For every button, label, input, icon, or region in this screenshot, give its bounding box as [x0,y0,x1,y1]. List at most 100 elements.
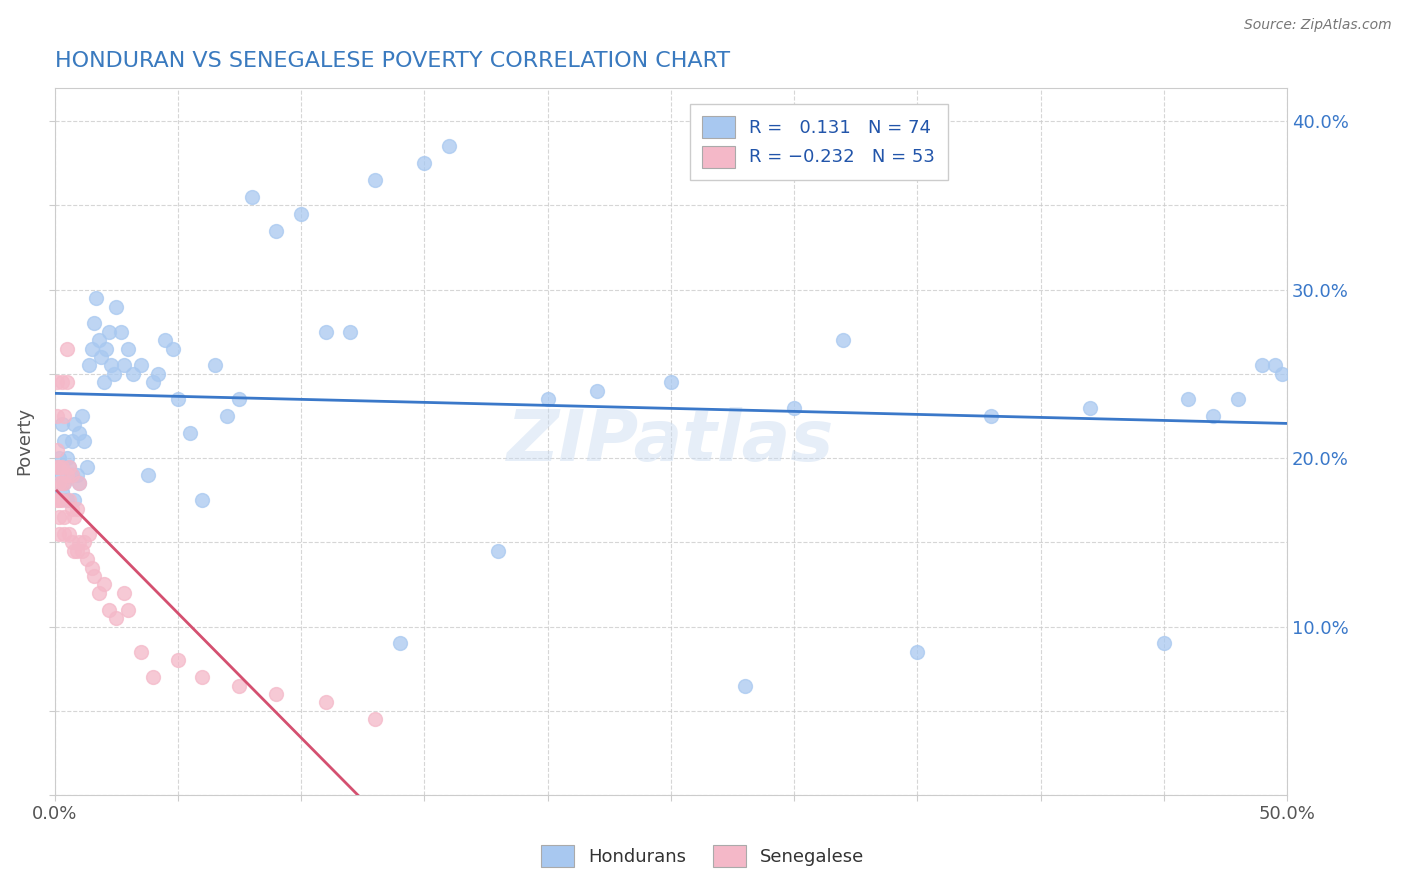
Point [980,409,1002,423]
Point [80,560,103,574]
Point [77,359,100,373]
Point [56,493,79,508]
Point [46,409,69,423]
Point [56,376,79,390]
Point [162,342,184,356]
Point [1202,409,1225,423]
Point [76,459,98,474]
Point [1153,636,1175,650]
Point [93,376,115,390]
Point [191,670,214,684]
Point [1078,401,1101,415]
Point [63,543,86,558]
Point [486,543,509,558]
Point [46,493,69,508]
Point [97,325,120,339]
Point [204,359,226,373]
Point [734,679,756,693]
Point [122,367,145,381]
Point [240,190,263,204]
Point [70,409,93,423]
Point [56,342,79,356]
Point [46,376,69,390]
Point [105,611,128,625]
Point [112,586,135,600]
Point [142,670,165,684]
Point [146,367,169,381]
Point [105,300,128,314]
Point [413,156,436,170]
Point [315,325,337,339]
Point [80,342,103,356]
Point [46,459,69,474]
Point [129,645,152,659]
Point [63,510,86,524]
Point [48,459,70,474]
Point [905,645,928,659]
Point [339,325,361,339]
Point [290,207,312,221]
Point [586,384,609,398]
Point [67,476,90,491]
Point [1251,359,1274,373]
Point [73,535,96,549]
Point [90,350,112,364]
Point [76,552,98,566]
Point [117,603,139,617]
Point [66,501,89,516]
Point [48,476,70,491]
Point [63,493,86,508]
Point [58,459,80,474]
Point [58,527,80,541]
Point [56,467,79,482]
Point [112,359,135,373]
Point [60,535,83,549]
Point [48,451,70,466]
Point [117,342,139,356]
Point [70,543,93,558]
Point [46,442,69,457]
Point [53,527,76,541]
Point [166,392,188,407]
Point [832,333,855,347]
Point [110,325,132,339]
Point [87,333,110,347]
Point [228,392,250,407]
Point [53,476,76,491]
Point [60,467,83,482]
Point [388,636,411,650]
Point [1177,392,1199,407]
Point [60,434,83,449]
Point [51,459,73,474]
Point [659,376,682,390]
Point [67,425,90,440]
Point [73,434,96,449]
Text: Source: ZipAtlas.com: Source: ZipAtlas.com [1244,18,1392,32]
Point [67,476,90,491]
Point [103,367,125,381]
Point [783,401,806,415]
Point [1226,392,1249,407]
Point [179,425,201,440]
Point [536,392,558,407]
Point [96,342,118,356]
Point [1271,367,1294,381]
Point [48,527,70,541]
Point [51,376,73,390]
Point [53,409,76,423]
Point [86,291,108,305]
Point [58,493,80,508]
Point [83,569,105,583]
Point [266,224,288,238]
Point [66,543,89,558]
Point [83,317,105,331]
Point [1264,359,1286,373]
Point [56,451,79,466]
Point [166,653,188,667]
Point [48,467,70,482]
Point [51,493,73,508]
Point [191,493,214,508]
Y-axis label: Poverty: Poverty [15,408,32,475]
Point [51,476,73,491]
Point [58,459,80,474]
